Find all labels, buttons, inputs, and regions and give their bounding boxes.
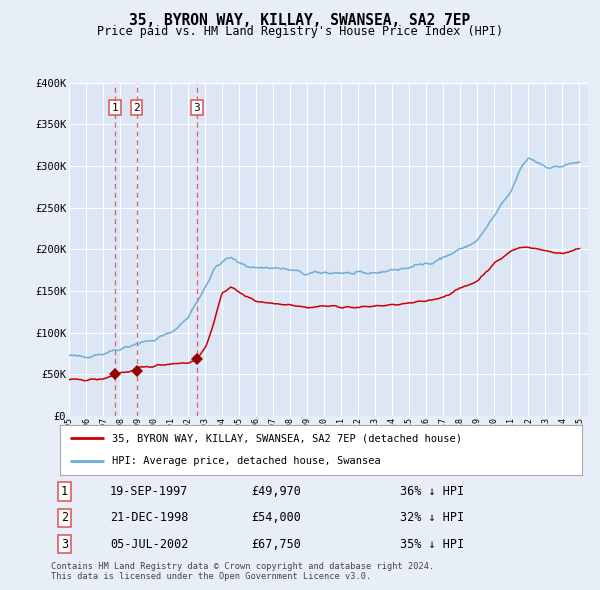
Text: 05-JUL-2002: 05-JUL-2002 (110, 537, 188, 550)
Text: 32% ↓ HPI: 32% ↓ HPI (400, 511, 464, 525)
Text: 1: 1 (61, 485, 68, 498)
Text: Contains HM Land Registry data © Crown copyright and database right 2024.: Contains HM Land Registry data © Crown c… (51, 562, 434, 571)
Text: £67,750: £67,750 (251, 537, 301, 550)
Text: 2: 2 (133, 103, 140, 113)
Text: 3: 3 (193, 103, 200, 113)
Text: 35, BYRON WAY, KILLAY, SWANSEA, SA2 7EP (detached house): 35, BYRON WAY, KILLAY, SWANSEA, SA2 7EP … (112, 433, 462, 443)
Text: £49,970: £49,970 (251, 485, 301, 498)
Text: 2: 2 (61, 511, 68, 525)
Text: 35, BYRON WAY, KILLAY, SWANSEA, SA2 7EP: 35, BYRON WAY, KILLAY, SWANSEA, SA2 7EP (130, 13, 470, 28)
Text: 19-SEP-1997: 19-SEP-1997 (110, 485, 188, 498)
Text: £54,000: £54,000 (251, 511, 301, 525)
Text: 35% ↓ HPI: 35% ↓ HPI (400, 537, 464, 550)
Text: This data is licensed under the Open Government Licence v3.0.: This data is licensed under the Open Gov… (51, 572, 371, 581)
Text: 36% ↓ HPI: 36% ↓ HPI (400, 485, 464, 498)
Text: 1: 1 (112, 103, 119, 113)
Text: Price paid vs. HM Land Registry's House Price Index (HPI): Price paid vs. HM Land Registry's House … (97, 25, 503, 38)
Text: HPI: Average price, detached house, Swansea: HPI: Average price, detached house, Swan… (112, 457, 381, 467)
Text: 21-DEC-1998: 21-DEC-1998 (110, 511, 188, 525)
Text: 3: 3 (61, 537, 68, 550)
